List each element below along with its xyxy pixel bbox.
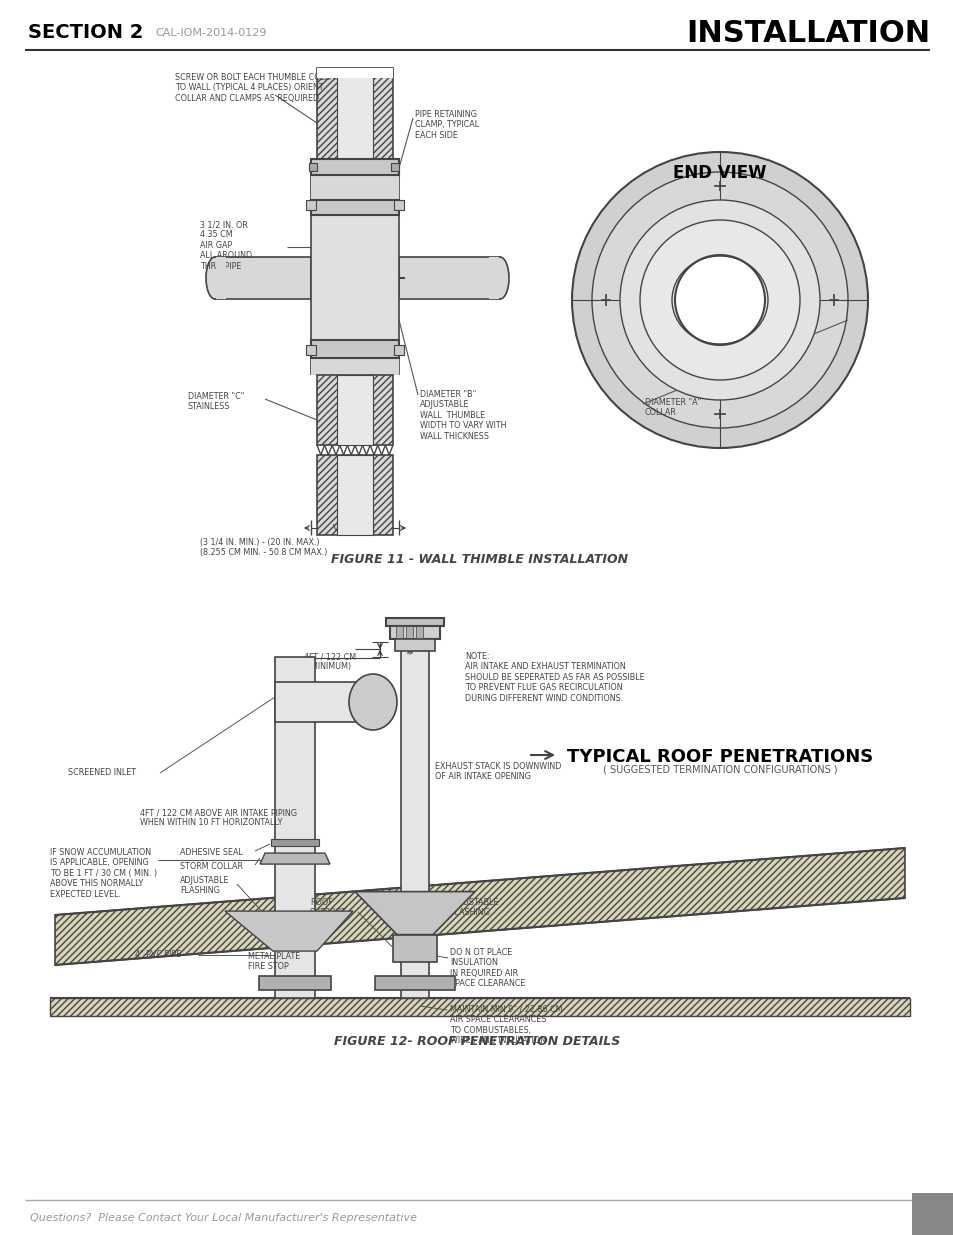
Polygon shape <box>393 935 436 962</box>
Text: IF SNOW ACCUMULATION
IS APPLICABLE, OPENING
TO BE 1 FT / 30 CM ( MIN. )
ABOVE TH: IF SNOW ACCUMULATION IS APPLICABLE, OPEN… <box>50 848 157 899</box>
Polygon shape <box>311 340 398 358</box>
Bar <box>391 163 398 170</box>
Text: END VIEW: END VIEW <box>673 164 766 182</box>
Text: PIPE RETAINING
CLAMP, TYPICAL
EACH SIDE: PIPE RETAINING CLAMP, TYPICAL EACH SIDE <box>415 110 478 140</box>
Text: ROOF
SUPPORT: ROOF SUPPORT <box>310 898 346 918</box>
Bar <box>375 976 455 990</box>
Text: Questions?  Please Contact Your Local Manufacturer's Representative: Questions? Please Contact Your Local Man… <box>30 1213 416 1223</box>
Polygon shape <box>260 853 330 864</box>
Bar <box>306 345 315 354</box>
Bar <box>306 200 315 210</box>
Polygon shape <box>316 68 393 163</box>
Polygon shape <box>355 892 475 935</box>
Bar <box>215 257 226 299</box>
Bar <box>394 200 403 210</box>
Circle shape <box>675 254 764 345</box>
Ellipse shape <box>349 674 396 730</box>
Text: FIGURE 11 - WALL THIMBLE INSTALLATION: FIGURE 11 - WALL THIMBLE INSTALLATION <box>331 553 628 566</box>
Bar <box>386 618 443 626</box>
Bar <box>274 701 314 998</box>
Text: SECTION 2: SECTION 2 <box>28 23 143 42</box>
Polygon shape <box>311 159 398 175</box>
Text: ( SUGGESTED TERMINATION CONFIGURATIONS ): ( SUGGESTED TERMINATION CONFIGURATIONS ) <box>602 764 837 776</box>
Text: STORM COLLAR: STORM COLLAR <box>180 862 243 871</box>
Polygon shape <box>311 200 398 215</box>
Polygon shape <box>311 215 398 340</box>
Text: 4" PVC PIPE: 4" PVC PIPE <box>135 950 181 960</box>
Text: SCREW OR BOLT EACH THUMBLE COLLAR
TO WALL (TYPICAL 4 PLACES) ORIENT
COLLAR AND C: SCREW OR BOLT EACH THUMBLE COLLAR TO WAL… <box>174 73 340 103</box>
Polygon shape <box>316 375 393 445</box>
Bar <box>489 257 498 299</box>
Bar <box>214 257 311 299</box>
Text: 4FT / 122 CM ABOVE AIR INTAKE PIPING
WHEN WITHIN 10 FT HORIZONTALLY: 4FT / 122 CM ABOVE AIR INTAKE PIPING WHE… <box>140 808 296 827</box>
Text: ADJUSTABLE
FLASHING: ADJUSTABLE FLASHING <box>180 876 230 895</box>
Text: CAL-IOM-2014-0129: CAL-IOM-2014-0129 <box>154 28 266 38</box>
Circle shape <box>619 200 820 400</box>
Text: 3 1/2 IN. OR
4.35 CM
AIR GAP
ALL AROUND
THRU PIPE: 3 1/2 IN. OR 4.35 CM AIR GAP ALL AROUND … <box>200 220 252 270</box>
Bar <box>316 68 393 78</box>
Bar <box>390 625 439 638</box>
Ellipse shape <box>206 257 224 299</box>
Text: DO N OT PLACE
INSULATION
IN REQUIRED AIR
SPACE CLEARANCE: DO N OT PLACE INSULATION IN REQUIRED AIR… <box>450 948 525 988</box>
Text: INSTALLATION: INSTALLATION <box>685 19 929 47</box>
Text: 2-23: 2-23 <box>917 1213 947 1226</box>
Text: NOTE:
AIR INTAKE AND EXHAUST TERMINATION
SHOULD BE SEPERATED AS FAR AS POSSIBLE
: NOTE: AIR INTAKE AND EXHAUST TERMINATION… <box>464 652 644 703</box>
Bar <box>336 454 373 535</box>
Polygon shape <box>225 911 353 951</box>
Bar <box>336 68 373 163</box>
Circle shape <box>592 172 847 429</box>
Text: 4FT / 122 CM
(MINIMUM): 4FT / 122 CM (MINIMUM) <box>304 652 355 672</box>
Bar <box>309 163 316 170</box>
Bar <box>274 682 373 722</box>
Bar <box>416 626 422 638</box>
Bar <box>911 1193 953 1235</box>
Polygon shape <box>55 848 904 965</box>
Bar <box>271 839 318 846</box>
Text: DIAMETER "B"
ADJUSTABLE
WALL  THUMBLE
WIDTH TO VARY WITH
WALL THICKNESS: DIAMETER "B" ADJUSTABLE WALL THUMBLE WID… <box>419 390 506 441</box>
Bar <box>311 175 398 200</box>
Bar <box>398 257 499 299</box>
Text: FIGURE 12- ROOF PENETRATION DETAILS: FIGURE 12- ROOF PENETRATION DETAILS <box>334 1035 619 1049</box>
Text: EXHAUST STACK IS DOWNWIND
OF AIR INTAKE OPENING: EXHAUST STACK IS DOWNWIND OF AIR INTAKE … <box>435 762 560 782</box>
Bar <box>406 626 413 638</box>
Text: VARIABLE: VARIABLE <box>333 524 376 534</box>
Bar <box>395 626 402 638</box>
Text: DIAMETER "C"
STAINLESS: DIAMETER "C" STAINLESS <box>188 391 244 411</box>
Text: SCREENED INLET: SCREENED INLET <box>68 768 136 777</box>
Text: TYPICAL ROOF PENETRATIONS: TYPICAL ROOF PENETRATIONS <box>566 748 872 766</box>
Circle shape <box>572 152 867 448</box>
Text: ADJUSTABLE
FLASHING: ADJUSTABLE FLASHING <box>450 898 499 918</box>
Text: DIAMETER "A"
COLLAR: DIAMETER "A" COLLAR <box>644 398 700 417</box>
Text: METAL PLATE
FIRE STOP: METAL PLATE FIRE STOP <box>248 952 300 972</box>
Bar <box>394 345 403 354</box>
Bar <box>395 638 435 651</box>
Text: ADHESIVE SEAL: ADHESIVE SEAL <box>180 848 243 857</box>
Circle shape <box>639 220 800 380</box>
Bar <box>336 375 373 445</box>
Bar <box>311 358 398 375</box>
Ellipse shape <box>491 257 509 299</box>
Bar <box>400 642 429 998</box>
Text: (3 1/4 IN. MIN.) - (20 IN. MAX.)
(8.255 CM MIN. - 50.8 CM MAX.): (3 1/4 IN. MIN.) - (20 IN. MAX.) (8.255 … <box>200 538 327 557</box>
Text: MAINTAIN MIN 9" / 22.86 CM
AIR SPACE CLEARANCES
TO COMBUSTABLES,
WIRES AND INSUL: MAINTAIN MIN 9" / 22.86 CM AIR SPACE CLE… <box>450 1005 562 1045</box>
Bar <box>274 657 314 701</box>
Polygon shape <box>316 454 393 535</box>
Bar <box>50 998 909 1016</box>
Bar <box>258 976 331 990</box>
